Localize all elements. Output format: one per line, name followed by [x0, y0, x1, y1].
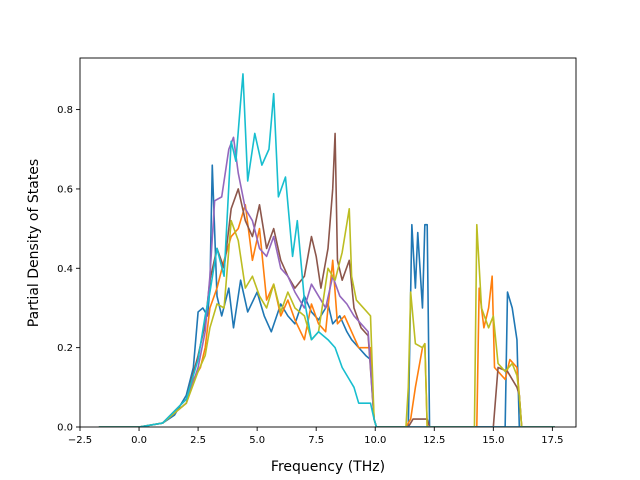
- x-tick-label: 5.0: [249, 435, 265, 446]
- series-line-3: [98, 132, 555, 427]
- y-tick-label: 0.2: [57, 343, 73, 354]
- y-axis-label: Partial Density of States: [26, 159, 42, 327]
- x-tick-label: 7.5: [308, 435, 324, 446]
- x-tick-label: 2.5: [190, 435, 206, 446]
- x-tick-label: 12.5: [423, 435, 445, 446]
- y-tick-label: 0.4: [57, 264, 73, 275]
- x-tick-label: 10.0: [364, 435, 386, 446]
- series-line-6: [98, 73, 555, 427]
- y-tick-label: 0.6: [57, 184, 73, 195]
- series-line-5: [98, 207, 555, 427]
- y-tick-label: 0.0: [57, 423, 73, 434]
- y-tick-label: 0.8: [57, 105, 73, 116]
- plot-frame: [79, 57, 577, 428]
- series-line-4: [98, 136, 555, 427]
- series-line-2: [98, 204, 555, 427]
- x-axis-label: Frequency (THz): [271, 459, 385, 475]
- x-tick-label: 17.5: [541, 435, 563, 446]
- x-tick-label: −2.5: [68, 435, 92, 446]
- x-tick-label: 0.0: [131, 435, 147, 446]
- x-tick-label: 15.0: [482, 435, 504, 446]
